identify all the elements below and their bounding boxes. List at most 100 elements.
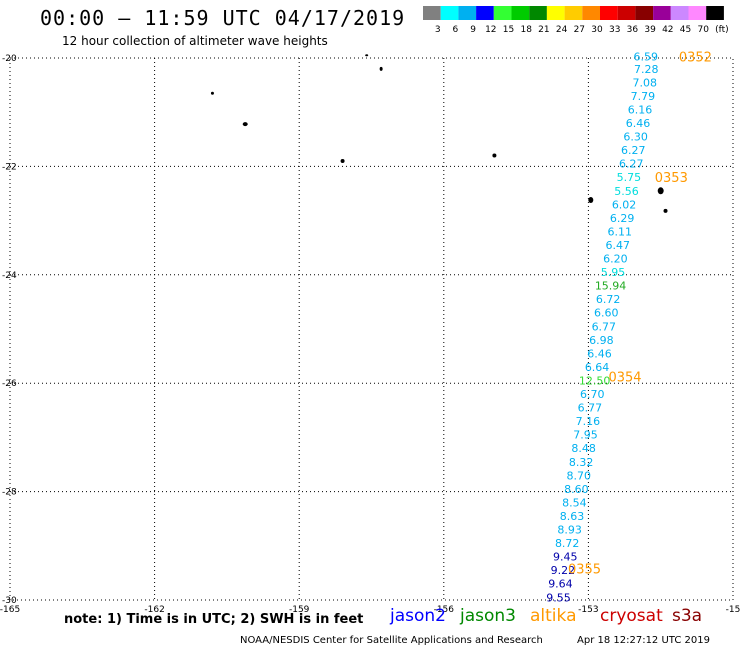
legend-swatch (423, 6, 441, 20)
chart-title: 00:00 – 11:59 UTC 04/17/2019 (40, 6, 406, 30)
time-labels-layer: 0352 0353 0354 0355 (568, 50, 712, 577)
legend-swatch (511, 6, 530, 20)
legend-label: 12 (485, 25, 496, 35)
y-tick-label: -24 (2, 271, 17, 281)
y-tick-label: -22 (2, 162, 17, 172)
swh-labels-layer: 6.597.287.087.796.166.466.306.276.275.75… (546, 50, 658, 604)
satellite-jason2: jason2 (390, 606, 446, 626)
swh-value-label: 6.46 (626, 117, 651, 130)
swh-value-label: 6.30 (623, 131, 648, 144)
satellite-jason3: jason3 (460, 606, 516, 626)
swh-value-label: 12.50 (579, 374, 611, 387)
time-label: 0355 (568, 563, 601, 578)
swh-value-label: 8.54 (562, 496, 587, 509)
x-tick-label: -15 (726, 605, 740, 615)
swh-value-label: 9.22 (551, 564, 576, 577)
legend-swatch (706, 6, 724, 20)
legend-swatch (476, 6, 494, 20)
legend-label: 36 (627, 25, 639, 35)
legend-swatch (653, 6, 671, 20)
swh-value-label: 6.64 (585, 361, 610, 374)
swh-value-label: 6.77 (592, 320, 617, 333)
legend-label: 3 (435, 25, 441, 35)
island-marker (242, 122, 248, 127)
y-tick-label: -30 (2, 596, 17, 606)
island-marker (340, 158, 345, 163)
legend-swatch (617, 6, 636, 20)
swh-value-label: 6.98 (589, 334, 614, 347)
island-marker (210, 91, 214, 95)
x-tick-label: -162 (144, 605, 164, 615)
island-marker (492, 153, 497, 158)
satellite-s3a: s3a (672, 606, 703, 626)
swh-value-label: 8.93 (557, 524, 582, 537)
legend-swatch (493, 6, 512, 20)
legend-label: 42 (662, 25, 673, 35)
legend-swatch (564, 6, 583, 20)
footer-note: note: 1) Time is in UTC; 2) SWH is in fe… (64, 612, 364, 627)
legend-swatch (458, 6, 477, 20)
legend-swatch (546, 6, 565, 20)
legend-label: 27 (574, 25, 585, 35)
island-marker (365, 54, 369, 57)
x-tick-label: -165 (0, 605, 20, 615)
grid-lines (10, 58, 733, 600)
swh-value-label: 8.70 (567, 469, 592, 482)
swh-value-label: 7.08 (633, 76, 658, 89)
legend-swatch (670, 6, 689, 20)
swh-value-label: 8.32 (569, 456, 594, 469)
y-tick-label: -20 (2, 54, 17, 64)
swh-value-label: 5.95 (601, 266, 626, 279)
legend-swatch (582, 6, 600, 20)
satellite-altika: altika (530, 606, 577, 626)
time-label: 0353 (655, 171, 688, 186)
swh-value-label: 8.60 (564, 483, 589, 496)
legend-label: 24 (556, 25, 568, 35)
legend-label: 39 (644, 25, 656, 35)
swh-value-label: 5.56 (614, 185, 639, 198)
swh-value-label: 6.59 (634, 50, 659, 63)
chart-subtitle: 12 hour collection of altimeter wave hei… (62, 34, 328, 48)
swh-value-label: 7.28 (634, 63, 659, 76)
legend-swatch (688, 6, 707, 20)
island-marker (379, 66, 383, 71)
islands-layer (210, 54, 668, 213)
legend-label: 33 (609, 25, 620, 35)
legend-label: 9 (470, 25, 476, 35)
swh-value-label: 6.47 (606, 239, 631, 252)
swh-value-label: 6.46 (587, 347, 612, 360)
swh-value-label: 9.55 (546, 591, 571, 604)
swh-value-label: 6.27 (621, 144, 646, 157)
swh-value-label: 6.20 (603, 253, 628, 266)
legend-swatch (440, 6, 459, 20)
legend-label: 45 (680, 25, 691, 35)
legend-unit: (ft) (715, 25, 729, 35)
x-tick-label: -156 (434, 605, 455, 615)
generated-timestamp: Apr 18 12:27:12 UTC 2019 (577, 635, 710, 646)
island-marker (588, 197, 594, 204)
swh-value-label: 9.64 (548, 578, 573, 591)
credit-text: NOAA/NESDIS Center for Satellite Applica… (240, 635, 543, 646)
swh-value-label: 8.48 (571, 442, 596, 455)
swh-value-label: 5.75 (617, 171, 642, 184)
x-tick-label: -153 (578, 605, 598, 615)
y-tick-label: -26 (2, 379, 17, 389)
swh-value-label: 6.16 (628, 103, 653, 116)
swh-value-label: 6.11 (607, 225, 632, 238)
swh-value-label: 6.70 (580, 388, 605, 401)
swh-value-label: 8.72 (555, 537, 580, 550)
x-tick-label: -159 (289, 605, 310, 615)
swh-value-label: 8.63 (560, 510, 585, 523)
satellite-cryosat: cryosat (600, 606, 663, 626)
legend-label: 15 (503, 25, 514, 35)
legend-label: 6 (453, 25, 459, 35)
y-tick-label: -28 (2, 488, 17, 498)
swh-value-label: 15.94 (595, 280, 627, 293)
swh-value-label: 7.95 (573, 429, 598, 442)
swh-value-label: 7.79 (631, 90, 656, 103)
swh-value-label: 6.29 (610, 212, 635, 225)
swh-value-label: 6.60 (594, 307, 619, 320)
swh-value-label: 6.77 (578, 402, 603, 415)
color-legend: 3 6 9 12 15 18 21 24 27 30 33 36 39 42 45 70 (ft) (423, 6, 729, 35)
